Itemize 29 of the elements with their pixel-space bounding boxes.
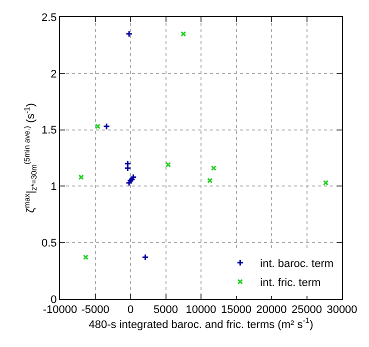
- point: [94, 124, 100, 130]
- x-tick-label: 20000: [256, 304, 287, 316]
- x-tick-label: 15000: [220, 304, 252, 316]
- x-tick-label: 30000: [326, 304, 358, 316]
- y-tick-label: 0: [50, 294, 57, 306]
- y-tick-label: 2.5: [42, 12, 57, 24]
- point: [82, 254, 88, 260]
- point: [180, 31, 186, 37]
- y-tick-label: 1.5: [42, 124, 57, 137]
- y-tick-label: 0.5: [42, 237, 57, 250]
- point: [102, 122, 110, 130]
- legend-label: int. baroc. term: [260, 258, 334, 270]
- point: [207, 178, 213, 184]
- y-tick-label: 2: [50, 68, 57, 80]
- legend-label: int. fric. term: [260, 276, 321, 289]
- x-tick-label: -10000: [42, 304, 78, 316]
- y-tick-label: 1: [50, 181, 57, 194]
- x-tick-label: 5000: [154, 304, 178, 316]
- point: [165, 162, 171, 168]
- point: [126, 30, 133, 38]
- point: [323, 180, 329, 186]
- x-tick-label: 0: [127, 304, 134, 316]
- point: [210, 165, 216, 171]
- point: [78, 174, 84, 180]
- x-tick-label: -5000: [81, 304, 110, 316]
- x-tick-label: 25000: [291, 304, 322, 316]
- x-axis-title: 480-s integrated baroc. and fric. terms (m² s$^{-1}$): [88, 316, 314, 331]
- x-tick-label: 10000: [186, 304, 216, 316]
- point: [142, 254, 149, 261]
